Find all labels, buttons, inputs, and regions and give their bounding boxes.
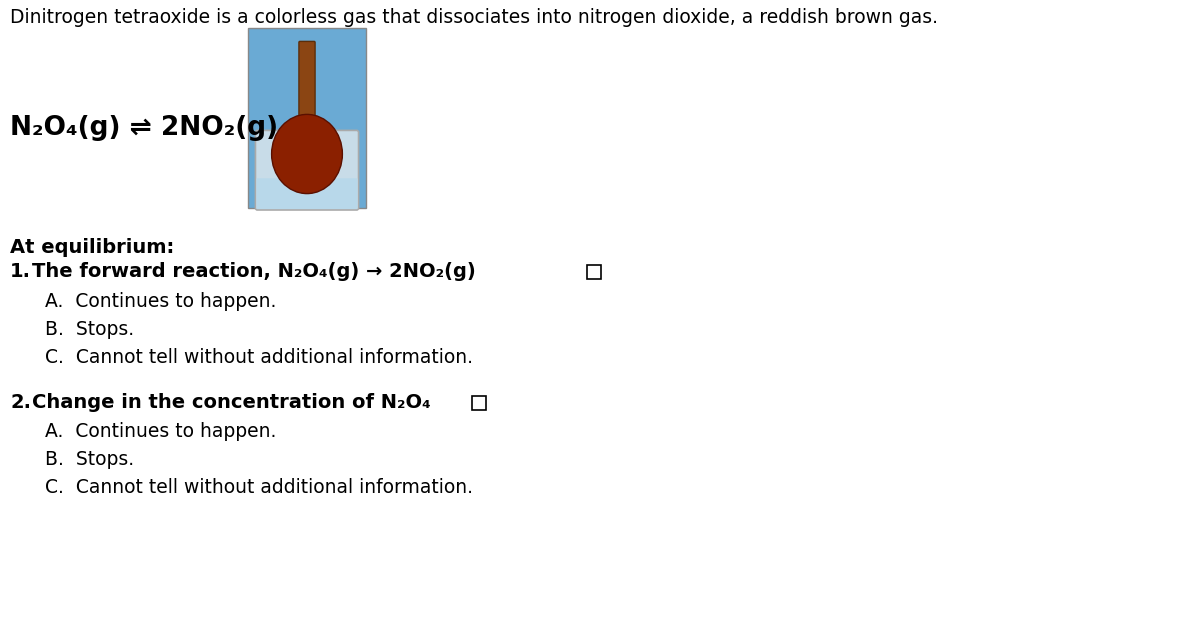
FancyBboxPatch shape (256, 130, 359, 210)
Text: A.  Continues to happen.: A. Continues to happen. (46, 292, 276, 311)
Text: N₂O₄(g) ⇌ 2NO₂(g): N₂O₄(g) ⇌ 2NO₂(g) (10, 115, 278, 141)
Text: At equilibrium:: At equilibrium: (10, 238, 174, 257)
Ellipse shape (271, 115, 342, 193)
FancyBboxPatch shape (299, 41, 316, 142)
Text: Dinitrogen tetraoxide is a colorless gas that dissociates into nitrogen dioxide,: Dinitrogen tetraoxide is a colorless gas… (10, 8, 938, 27)
Text: C.  Cannot tell without additional information.: C. Cannot tell without additional inform… (46, 348, 473, 367)
Text: The forward reaction, N₂O₄(g) → 2NO₂(g): The forward reaction, N₂O₄(g) → 2NO₂(g) (32, 262, 475, 281)
Text: Change in the concentration of N₂O₄: Change in the concentration of N₂O₄ (32, 393, 431, 412)
Text: 2.: 2. (10, 393, 31, 412)
Bar (248, 28, 366, 208)
Text: C.  Cannot tell without additional information.: C. Cannot tell without additional inform… (46, 478, 473, 497)
Text: A.  Continues to happen.: A. Continues to happen. (46, 422, 276, 441)
Text: 1.: 1. (10, 262, 31, 281)
FancyBboxPatch shape (587, 265, 601, 279)
FancyBboxPatch shape (257, 178, 358, 209)
FancyBboxPatch shape (472, 396, 486, 410)
Text: B.  Stops.: B. Stops. (46, 320, 134, 339)
Text: B.  Stops.: B. Stops. (46, 450, 134, 469)
